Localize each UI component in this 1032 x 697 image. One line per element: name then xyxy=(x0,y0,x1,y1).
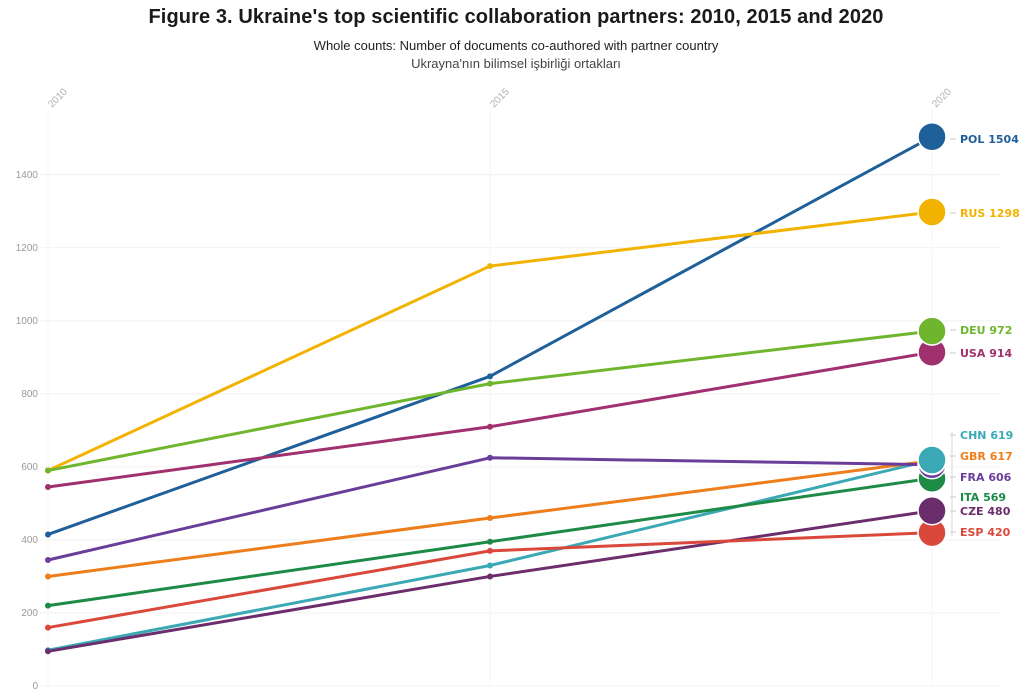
point-pol xyxy=(487,373,493,380)
end-label-gbr: GBR 617 xyxy=(960,450,1013,463)
y-tick-label: 1000 xyxy=(16,316,39,327)
point-esp xyxy=(487,547,493,554)
point-cze xyxy=(45,648,51,655)
x-tick-label: 2015 xyxy=(488,86,512,110)
end-label-cze: CZE 480 xyxy=(960,505,1011,518)
end-label-rus: RUS 1298 xyxy=(960,207,1020,220)
point-esp xyxy=(45,624,51,631)
point-chn xyxy=(487,562,493,569)
point-fra xyxy=(45,557,51,564)
point-fra xyxy=(487,454,493,461)
series-end-labels: POL 1504 RUS 1298 DEU 972 USA 914 CHN 619 GBR… xyxy=(950,133,1020,539)
point-usa xyxy=(487,423,493,430)
point-cze xyxy=(487,573,493,580)
y-tick-label: 400 xyxy=(21,535,38,546)
y-tick-label: 800 xyxy=(21,389,38,400)
point-gbr xyxy=(45,573,51,580)
chart-subtitle-translation: Ukrayna'nın bilimsel işbirliği ortakları xyxy=(411,56,621,71)
point-ita xyxy=(487,538,493,545)
x-tick-label: 2010 xyxy=(46,86,70,110)
end-label-esp: ESP 420 xyxy=(960,526,1011,539)
point-gbr xyxy=(487,515,493,522)
end-point-pol xyxy=(917,122,947,152)
end-point-rus xyxy=(917,197,947,227)
end-label-chn: CHN 619 xyxy=(960,429,1013,442)
end-label-deu: DEU 972 xyxy=(960,324,1012,337)
point-usa xyxy=(45,483,51,490)
point-pol xyxy=(45,531,51,538)
end-label-fra: FRA 606 xyxy=(960,471,1012,484)
chart-subtitle: Whole counts: Number of documents co-aut… xyxy=(313,38,719,53)
grid xyxy=(40,110,1000,687)
point-deu xyxy=(45,467,51,474)
y-axis-ticks: 0 200 400 600 800 1000 1200 1400 xyxy=(16,170,39,692)
y-tick-label: 0 xyxy=(32,681,38,692)
end-label-pol: POL 1504 xyxy=(960,133,1019,146)
end-label-usa: USA 914 xyxy=(960,347,1013,360)
series-markers xyxy=(45,122,947,655)
y-tick-label: 200 xyxy=(21,608,38,619)
point-ita xyxy=(45,602,51,609)
y-tick-label: 600 xyxy=(21,462,38,473)
point-rus xyxy=(487,263,493,270)
point-deu xyxy=(487,380,493,387)
x-tick-label: 2020 xyxy=(930,86,954,110)
chart-title: Figure 3. Ukraine's top scientific colla… xyxy=(148,6,884,28)
end-point-chn xyxy=(917,445,947,475)
y-tick-label: 1400 xyxy=(16,170,39,181)
end-point-deu xyxy=(917,316,947,346)
end-label-ita: ITA 569 xyxy=(960,491,1006,504)
x-axis-ticks: 2010 2015 2020 xyxy=(46,86,954,110)
end-point-cze xyxy=(917,495,947,526)
y-tick-label: 1200 xyxy=(16,243,39,254)
